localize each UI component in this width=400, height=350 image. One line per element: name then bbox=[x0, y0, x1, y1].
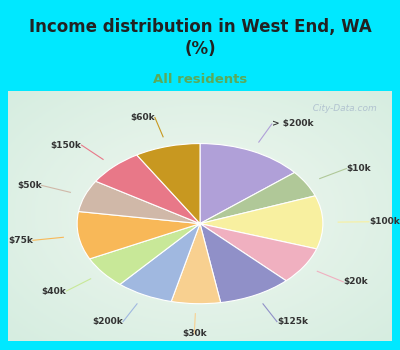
Wedge shape bbox=[200, 196, 323, 249]
Text: $30k: $30k bbox=[182, 329, 207, 338]
Text: $10k: $10k bbox=[346, 164, 371, 173]
Wedge shape bbox=[77, 211, 200, 259]
Text: $20k: $20k bbox=[343, 278, 368, 286]
Wedge shape bbox=[171, 224, 221, 304]
Wedge shape bbox=[200, 144, 294, 224]
Text: $50k: $50k bbox=[17, 181, 42, 190]
Wedge shape bbox=[137, 144, 200, 224]
Wedge shape bbox=[90, 224, 200, 285]
Text: $60k: $60k bbox=[130, 113, 155, 122]
Wedge shape bbox=[200, 224, 317, 281]
Wedge shape bbox=[200, 224, 286, 302]
Text: City-Data.com: City-Data.com bbox=[307, 104, 377, 112]
Text: $100k: $100k bbox=[369, 217, 400, 226]
Wedge shape bbox=[78, 181, 200, 224]
Wedge shape bbox=[96, 155, 200, 224]
Text: $75k: $75k bbox=[8, 236, 33, 245]
Wedge shape bbox=[200, 173, 315, 224]
Text: All residents: All residents bbox=[153, 74, 247, 86]
Text: $150k: $150k bbox=[51, 141, 82, 149]
Text: Income distribution in West End, WA
(%): Income distribution in West End, WA (%) bbox=[29, 18, 371, 58]
Text: $200k: $200k bbox=[92, 317, 123, 326]
Text: $40k: $40k bbox=[42, 287, 66, 295]
Wedge shape bbox=[120, 224, 200, 301]
Text: $125k: $125k bbox=[277, 317, 308, 326]
Text: > $200k: > $200k bbox=[272, 119, 313, 128]
